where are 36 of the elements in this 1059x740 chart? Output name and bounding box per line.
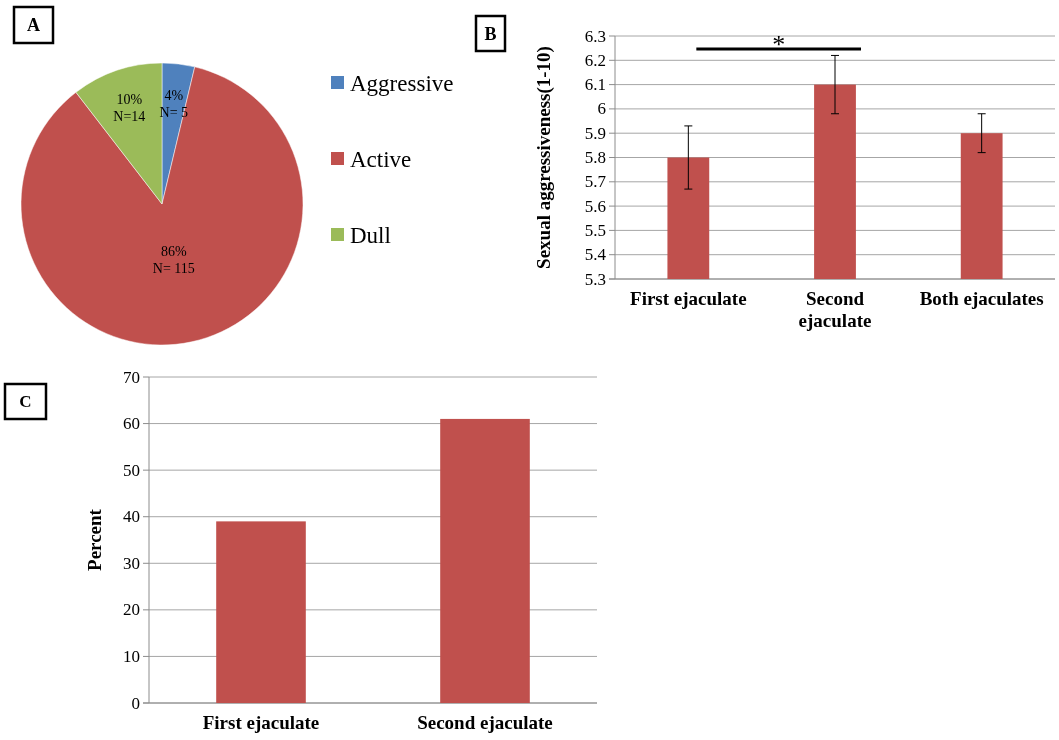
y-axis-title: Percent xyxy=(83,508,105,571)
y-tick-label: 20 xyxy=(123,600,140,620)
data-label: 10% N=14 xyxy=(113,91,146,124)
y-tick-label: 0 xyxy=(131,693,140,713)
y-tick-label: 5.4 xyxy=(584,245,607,265)
y-axis-title: Sexual aggressiveness(1-10) xyxy=(532,46,555,269)
y-tick-label: 50 xyxy=(123,460,140,480)
y-tick-label: 6.1 xyxy=(584,75,606,95)
chart-title: A xyxy=(27,15,40,35)
y-tick-label: 5.5 xyxy=(584,220,606,240)
x-tick-label: Second ejaculate xyxy=(798,288,872,331)
x-tick-label: First ejaculate xyxy=(202,712,320,733)
annotation: * xyxy=(772,30,786,59)
x-tick-label: Both ejaculates xyxy=(919,288,1044,309)
y-tick-label: 70 xyxy=(123,367,140,387)
text: C xyxy=(19,392,32,411)
y-tick-label: 5.9 xyxy=(584,123,606,143)
legend-label: Dull xyxy=(350,222,391,248)
y-tick-label: 60 xyxy=(123,414,140,434)
data-label: 86% N= 115 xyxy=(152,243,195,276)
y-tick-label: 5.7 xyxy=(584,172,607,192)
legend-label: Active xyxy=(350,146,412,172)
y-tick-label: 6 xyxy=(597,99,606,119)
chart-title: B xyxy=(484,23,497,44)
y-tick-label: 40 xyxy=(123,507,140,527)
pie-slice xyxy=(20,66,304,346)
y-tick-label: 6.2 xyxy=(584,50,606,70)
y-tick-label: 5.8 xyxy=(584,148,606,167)
y-tick-label: 10 xyxy=(123,646,140,666)
y-tick-label: 5.6 xyxy=(584,196,606,216)
legend-label: Aggressive xyxy=(350,70,454,96)
y-tick-label: 6.3 xyxy=(584,26,606,46)
x-tick-label: Second ejaculate xyxy=(417,712,553,733)
y-tick-label: 5.3 xyxy=(584,269,606,289)
x-tick-label: First ejaculate xyxy=(630,288,747,309)
y-tick-label: 30 xyxy=(123,553,140,573)
